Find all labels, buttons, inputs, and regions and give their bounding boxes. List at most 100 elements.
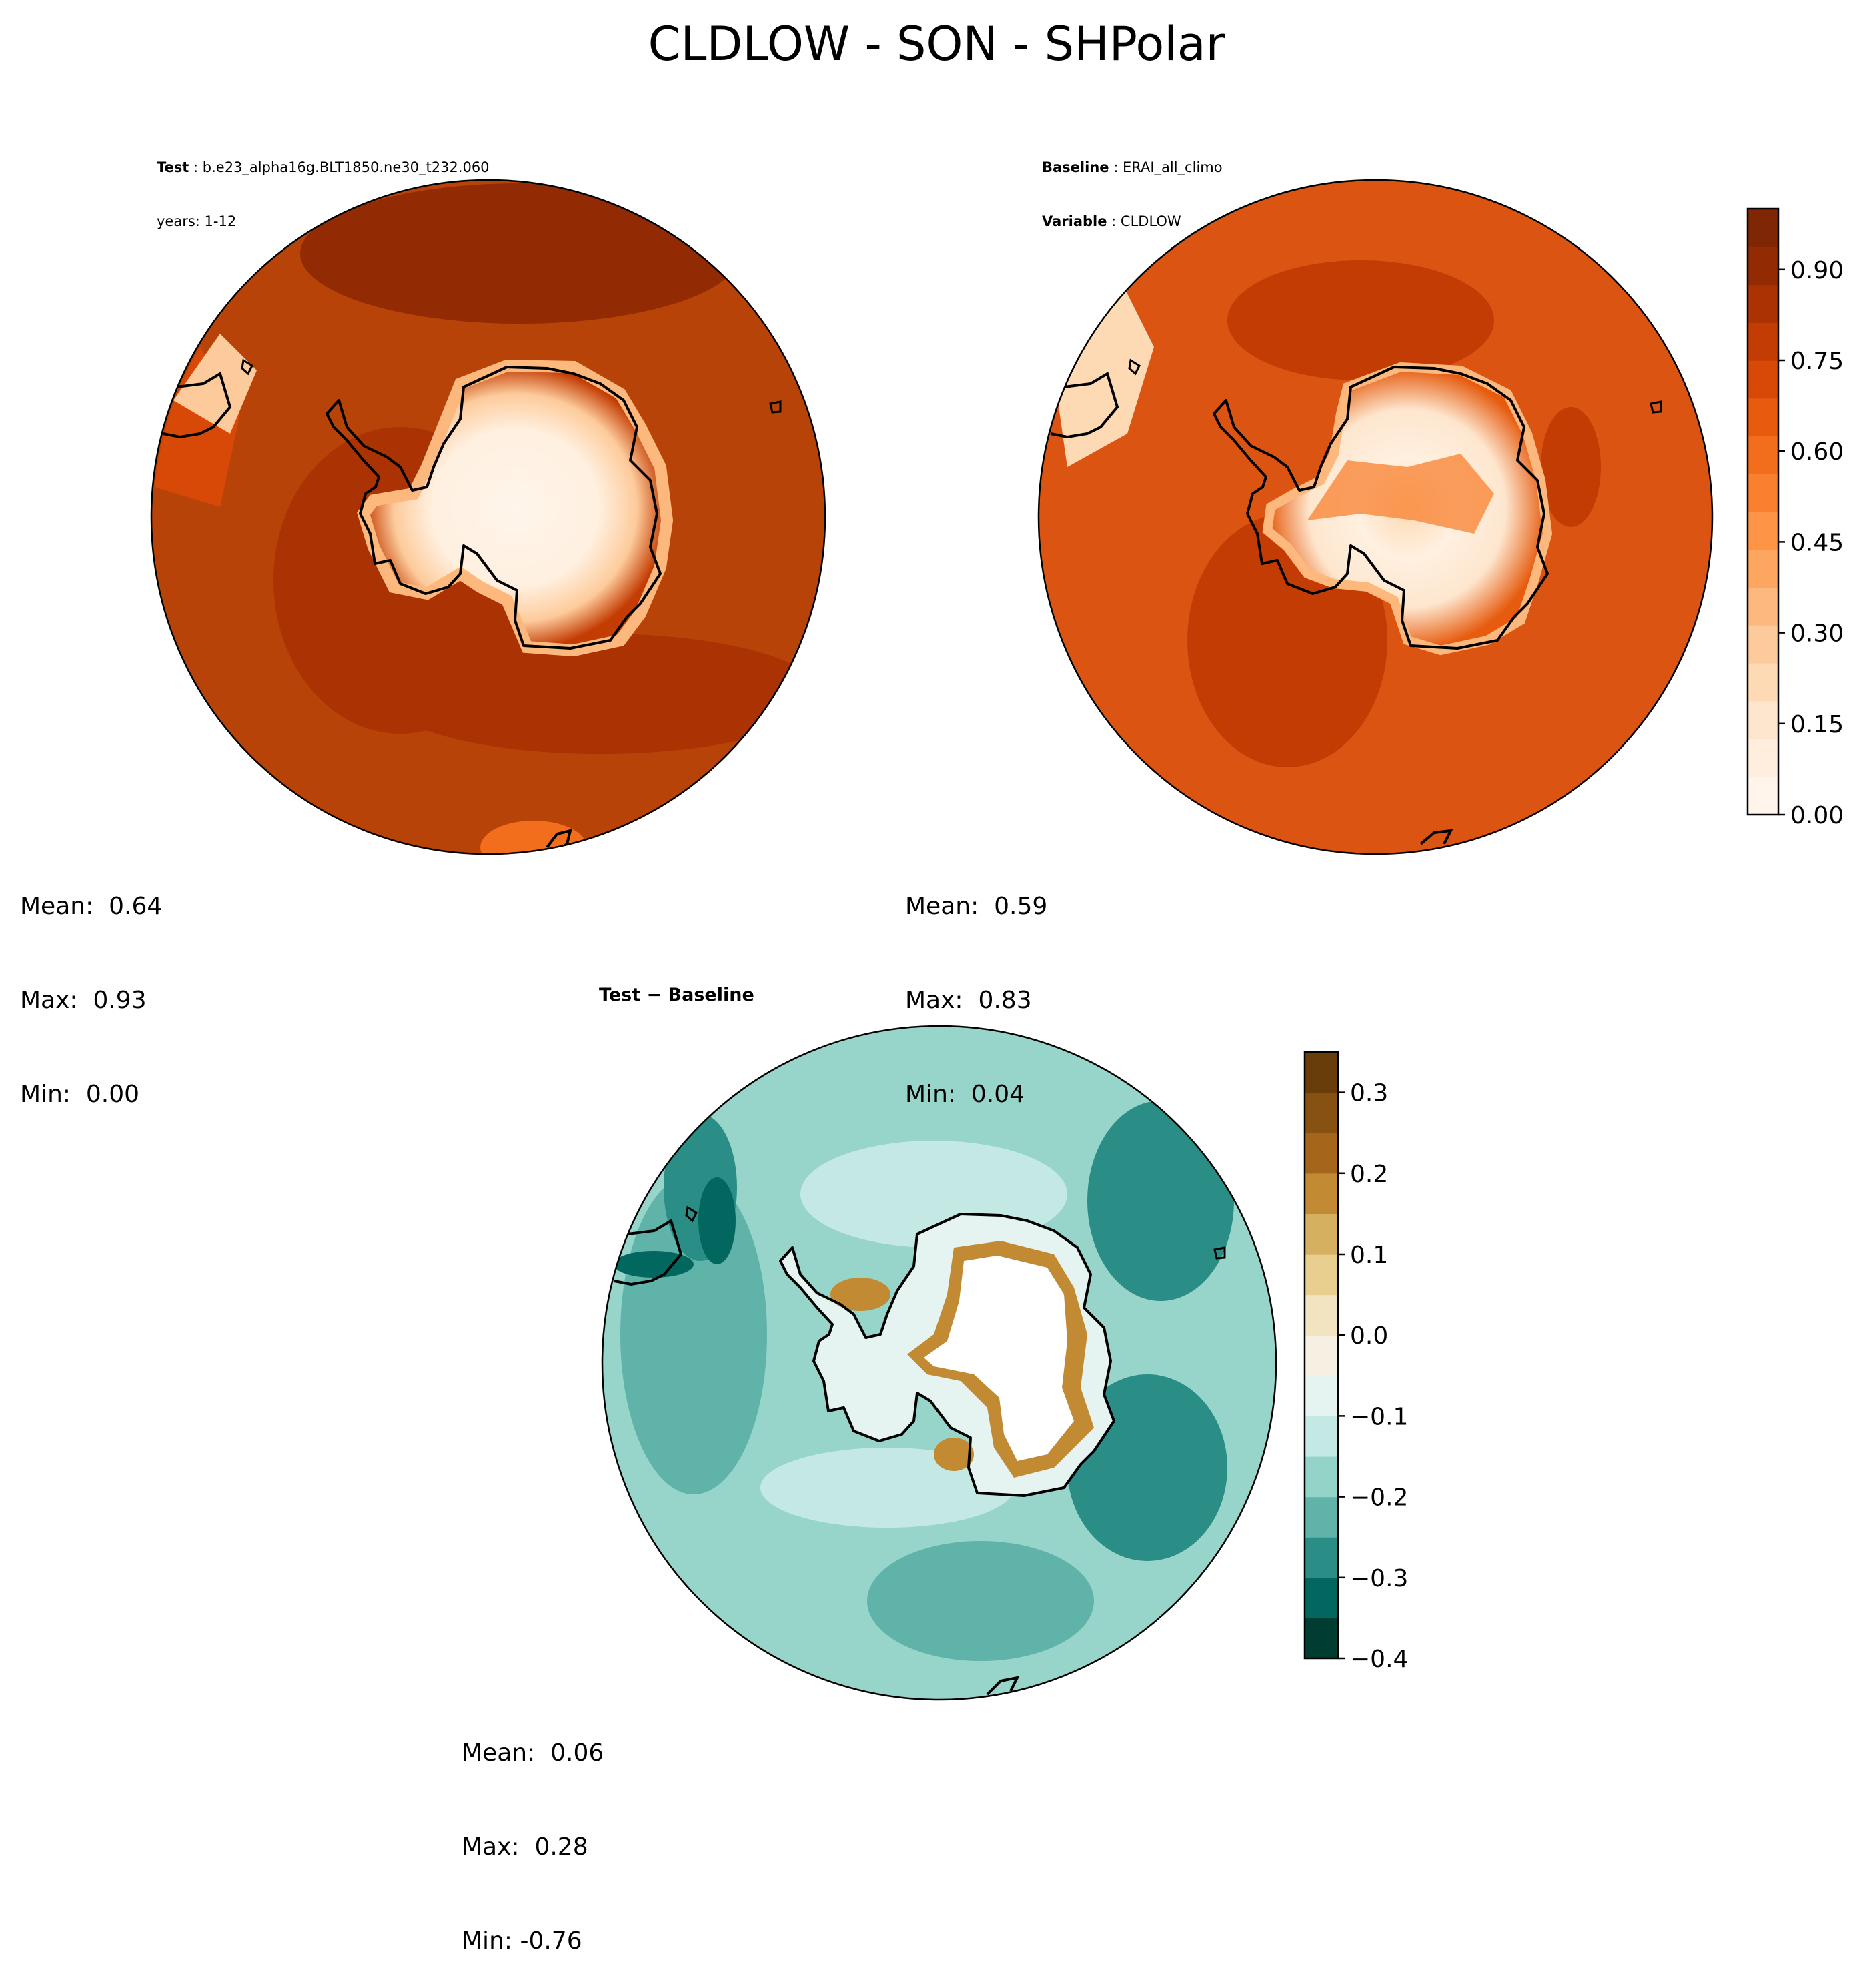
diff-colorbar-frame [1303,1051,1339,1660]
baseline-south-america-coastline [1040,371,1119,439]
diff-colorbar-tick-label: −0.4 [1350,1646,1408,1673]
baseline-colorbar-tick-label: 0.15 [1790,711,1844,738]
diff-colorbar-segment [1305,1618,1338,1659]
baseline-colorbar-segment [1748,587,1778,626]
diff-colorbar-segment [1305,1416,1338,1457]
baseline-kerguelen-coastline [1650,400,1662,414]
diff-colorbar-tick-label: 0.0 [1350,1322,1388,1350]
baseline-colorbar-segment [1748,474,1778,512]
test-falkland-coastline [241,358,253,376]
diff-colorbar-segment [1305,1294,1338,1336]
diff-negative-west [830,1278,890,1311]
diff-colorbar-tick-label: 0.1 [1350,1241,1388,1269]
baseline-australia-coastline [1419,829,1453,845]
test-mean: Mean: 0.64 [20,893,163,920]
diff-negative-ross [934,1438,974,1471]
baseline-colorbar-frame [1746,207,1780,816]
baseline-colorbar-segment [1748,322,1778,361]
baseline-colorbar-segment [1748,512,1778,550]
test-high-cloud-band-north [300,183,740,324]
test-max: Max: 0.93 [20,987,147,1014]
diff-colorbar-tick-label: −0.3 [1350,1565,1408,1592]
variable-name: CLDLOW [1120,213,1181,229]
diff-south-america-coastline [604,1218,683,1286]
baseline-colorbar-segment [1748,360,1778,399]
baseline-map-border [1037,179,1714,855]
baseline-colorbar-tick-label: 0.75 [1790,348,1844,375]
baseline-header: Baseline : ERAI_all_climo Variable : CLD… [1042,159,1223,229]
diff-stats: Mean: 0.06 Max: 0.28 Min: -0.76 [462,1674,604,1988]
test-header: Test : b.e23_alpha16g.BLT1850.ne30_t232.… [157,159,490,229]
baseline-map [1037,179,1714,855]
diff-colorbar-segment [1305,1092,1338,1133]
test-high-cloud-band-south [380,634,820,754]
page-title: CLDLOW - SON - SHPolar [648,17,1225,71]
diff-colorbar-segment [1305,1213,1338,1255]
test-min: Min: 0.00 [20,1081,140,1108]
baseline-min: Min: 0.04 [905,1081,1025,1108]
baseline-colorbar-segment [1748,738,1778,777]
test-case-name: b.e23_alpha16g.BLT1850.ne30_t232.060 [202,159,490,175]
diff-falkland-coastline [685,1205,698,1223]
baseline-stats: Mean: 0.59 Max: 0.83 Min: 0.04 [905,828,1047,1141]
test-antarctica-coastline [326,366,662,650]
baseline-case-name: ERAI_all_climo [1122,159,1223,175]
diff-antarctica-coastline [779,1213,1115,1497]
baseline-colorbar-segment [1748,663,1778,702]
baseline-max: Max: 0.83 [905,987,1032,1014]
diff-max: Max: 0.28 [462,1833,588,1861]
diff-colorbar-segment [1305,1456,1338,1498]
baseline-colorbar-segment [1748,700,1778,740]
baseline-colorbar-segment [1748,625,1778,664]
baseline-label-key: Baseline [1042,159,1109,175]
baseline-colorbar-segment [1748,777,1778,815]
baseline-colorbar-segment [1748,436,1778,474]
baseline-colorbar-tick-label: 0.90 [1790,257,1844,284]
baseline-colorbar-segment [1748,284,1778,323]
baseline-falkland-coastline [1128,358,1141,376]
test-south-america-gap [173,334,257,434]
test-stats: Mean: 0.64 Max: 0.93 Min: 0.00 [20,828,162,1141]
diff-colorbar: 0.3 0.2 0.1 0.0 −0.1 −0.2 −0.3 −0.4 [1303,1051,1408,1673]
test-years: years: 1-12 [157,213,237,229]
baseline-high-cloud-east [1541,407,1601,527]
diff-colorbar-tick-label: 0.3 [1350,1080,1388,1107]
baseline-antarctica-coastline [1213,366,1549,650]
diff-map-border [601,1025,1277,1701]
baseline-colorbar-segment [1748,209,1778,247]
baseline-colorbar-segment [1748,246,1778,286]
test-label-key: Test [157,159,189,175]
baseline-colorbar-tick-label: 0.60 [1790,438,1844,466]
diff-positive-northeast [1087,1101,1234,1301]
figure-canvas: 0.00 0.15 0.30 0.45 0.60 0.75 0.90 0.3 0.2 0.1 0.… [150,179,1844,1701]
baseline-colorbar-segment [1748,398,1778,437]
diff-map [601,1025,1277,1701]
test-kerguelen-coastline [769,400,782,414]
baseline-inland-cloud [1307,454,1494,534]
diff-colorbar-segment [1305,1133,1338,1174]
diff-colorbar-segment [1305,1254,1338,1296]
diff-australia-coastline [986,1676,1020,1696]
baseline-high-cloud-north [1227,260,1494,380]
test-map [150,179,826,855]
diff-colorbar-segment [1305,1375,1338,1416]
test-south-america-coastline [153,371,232,439]
diff-colorbar-segment [1305,1335,1338,1376]
baseline-colorbar-tick-label: 0.30 [1790,620,1844,648]
diff-colorbar-tick-label: −0.1 [1350,1403,1408,1430]
baseline-colorbar-tick-label: 0.00 [1790,802,1844,829]
test-bottom-gap [480,821,587,854]
diff-title: Test − Baseline [599,985,754,1005]
baseline-colorbar-tick-label: 0.45 [1790,529,1844,556]
diff-colorbar-segment [1305,1537,1338,1578]
baseline-mean: Mean: 0.59 [905,893,1048,920]
diff-kerguelen-coastline [1213,1246,1226,1260]
variable-label-key: Variable [1042,213,1107,229]
diff-colorbar-segment [1305,1052,1338,1093]
diff-max-drake [614,1251,694,1278]
diff-colorbar-tick-label: 0.2 [1350,1161,1388,1188]
test-map-border [150,179,826,855]
diff-colorbar-segment [1305,1173,1338,1214]
baseline-colorbar-segment [1748,549,1778,588]
diff-mean: Mean: 0.06 [462,1739,604,1767]
